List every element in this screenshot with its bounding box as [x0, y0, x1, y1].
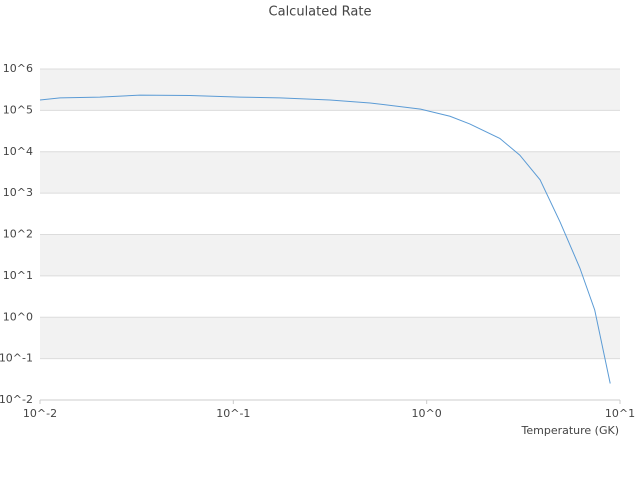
y-tick-label: 10^6 — [3, 62, 33, 75]
grid-band — [40, 234, 620, 276]
x-tick-label: 10^-2 — [23, 407, 57, 420]
grid-band — [40, 69, 620, 111]
y-tick-label: 10^-2 — [0, 393, 33, 406]
x-tick-label: 10^-1 — [216, 407, 250, 420]
line — [39, 94, 611, 384]
y-tick-label: 10^2 — [3, 228, 33, 241]
x-tick-label: 10^0 — [412, 407, 442, 420]
x-axis-label: Temperature (GK) — [521, 424, 620, 437]
chart-title: Calculated Rate — [269, 5, 372, 20]
y-tick-label: 10^1 — [3, 269, 33, 282]
grid-band — [40, 151, 620, 194]
grid-band — [40, 317, 620, 359]
y-tick-label: 10^4 — [3, 145, 33, 158]
y-tick-label: 10^5 — [3, 103, 33, 116]
y-tick-label: 10^3 — [3, 186, 33, 199]
x-tick-label: 10^1 — [605, 407, 635, 420]
y-tick-label: 10^-1 — [0, 352, 33, 365]
y-tick-label: 10^0 — [3, 310, 33, 323]
